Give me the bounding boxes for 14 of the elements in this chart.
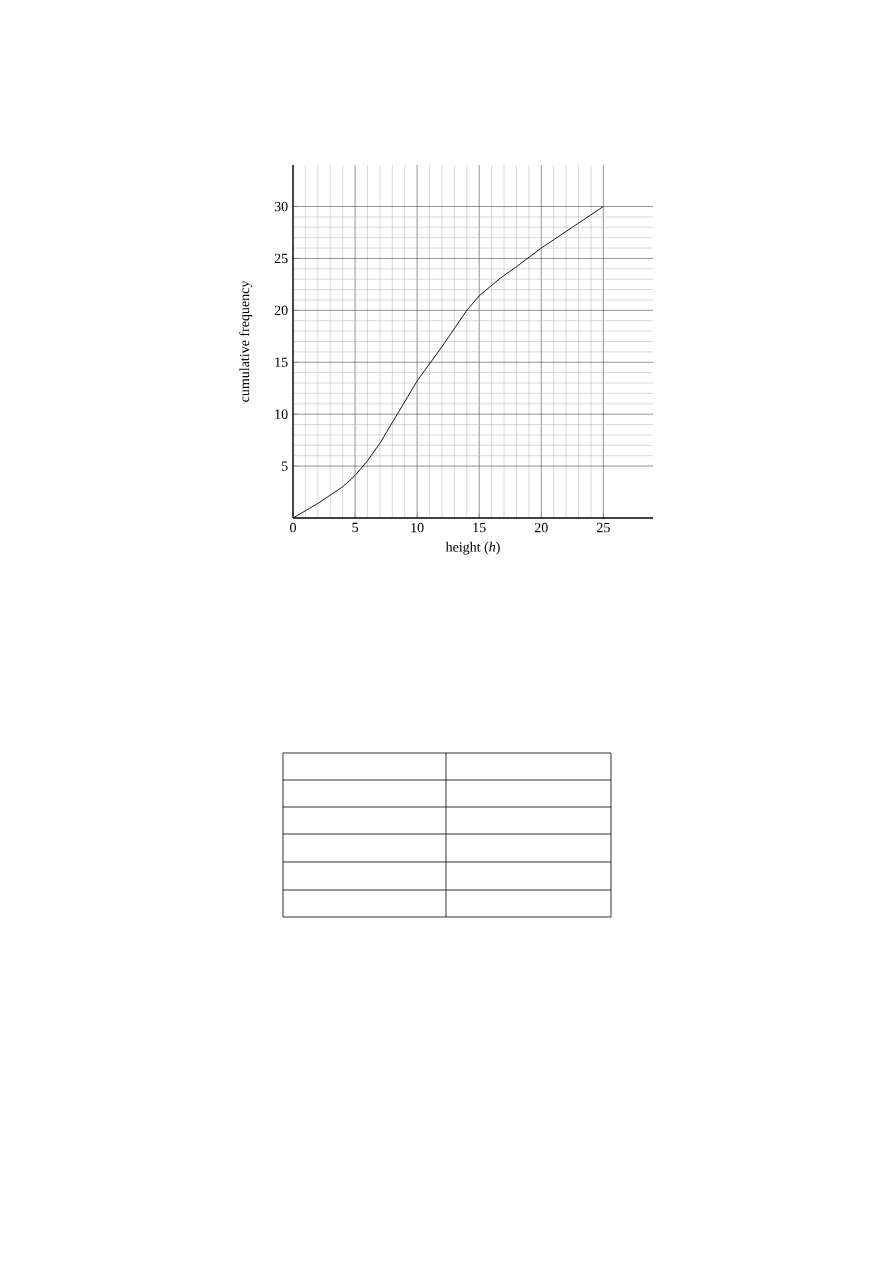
x-tick-label: 5: [352, 522, 359, 533]
x-tick-label: 10: [411, 522, 424, 533]
y-tick-label: 5: [281, 461, 288, 471]
y-tick-label: 15: [275, 357, 288, 367]
x-tick-label: 15: [473, 522, 486, 533]
x-tick-label: 25: [596, 522, 610, 533]
y-axis-title: cumulative frequency: [239, 280, 253, 402]
y-tick-label: 20: [274, 305, 288, 316]
y-tick-label: 30: [274, 201, 288, 212]
y-tick-label: 10: [275, 409, 288, 419]
x-tick-label: 0: [290, 522, 296, 533]
x-tick-label: 20: [534, 522, 548, 533]
x-axis-title: height (h): [445, 541, 500, 555]
y-tick-label: 25: [274, 253, 288, 264]
